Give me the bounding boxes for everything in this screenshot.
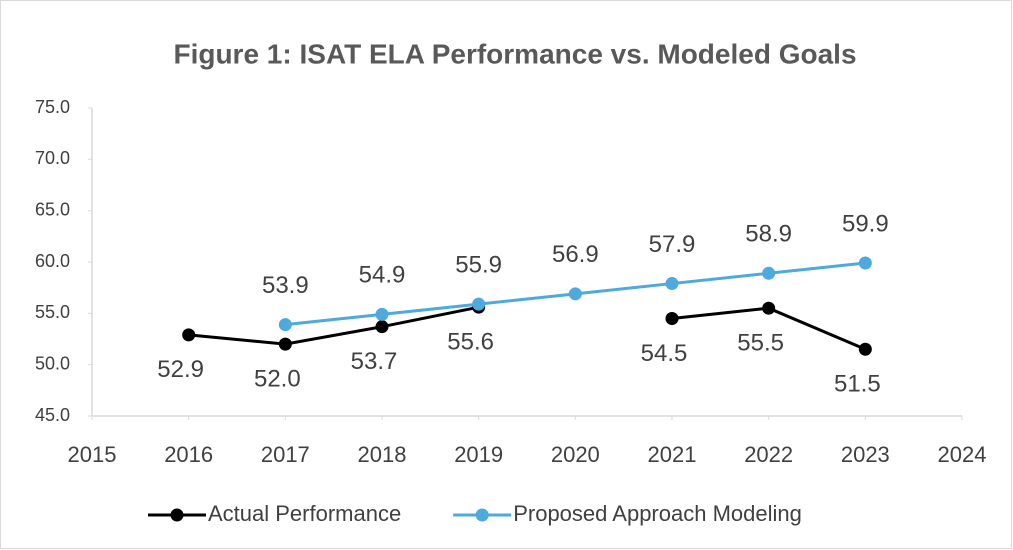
data-label: 54.9 — [359, 262, 406, 289]
data-point — [375, 320, 389, 334]
y-tick-label: 70.0 — [35, 148, 70, 168]
x-tick-label: 2020 — [551, 442, 600, 467]
data-point — [762, 301, 776, 315]
y-tick-label: 45.0 — [35, 405, 70, 425]
x-tick-label: 2015 — [68, 442, 117, 467]
data-label: 55.9 — [455, 251, 502, 278]
data-label: 53.7 — [351, 348, 398, 375]
data-point — [568, 287, 582, 301]
data-label: 54.5 — [641, 340, 688, 367]
x-tick-label: 2016 — [164, 442, 213, 467]
x-tick-label: 2022 — [744, 442, 793, 467]
x-tick-label: 2024 — [938, 442, 987, 467]
data-point — [182, 328, 196, 342]
y-tick-label: 60.0 — [35, 251, 70, 271]
data-point — [762, 266, 776, 280]
data-point — [375, 307, 389, 321]
data-label: 55.6 — [447, 329, 494, 356]
data-point — [278, 337, 292, 351]
legend-marker — [170, 508, 184, 522]
x-tick-label: 2018 — [358, 442, 407, 467]
y-tick-label: 55.0 — [35, 302, 70, 322]
legend-label: Proposed Approach Modeling — [513, 501, 802, 526]
data-label: 52.0 — [254, 365, 301, 392]
data-label: 56.9 — [552, 241, 599, 268]
data-label: 52.9 — [157, 356, 204, 383]
data-label: 51.5 — [834, 371, 881, 398]
legend-label: Actual Performance — [208, 501, 401, 526]
x-tick-label: 2023 — [841, 442, 890, 467]
data-point — [858, 256, 872, 270]
legend-marker — [475, 508, 489, 522]
data-label: 59.9 — [842, 210, 889, 237]
x-tick-label: 2017 — [261, 442, 310, 467]
data-point — [858, 342, 872, 356]
y-tick-label: 75.0 — [35, 97, 70, 117]
x-tick-label: 2021 — [648, 442, 697, 467]
data-label: 58.9 — [745, 221, 792, 248]
y-tick-label: 65.0 — [35, 199, 70, 219]
data-label: 55.5 — [737, 330, 784, 357]
data-label: 53.9 — [262, 272, 309, 299]
data-point — [665, 311, 679, 325]
data-point — [472, 297, 486, 311]
x-tick-label: 2019 — [454, 442, 503, 467]
data-point — [278, 318, 292, 332]
chart-title: Figure 1: ISAT ELA Performance vs. Model… — [173, 38, 856, 69]
data-label: 57.9 — [649, 231, 696, 258]
data-point — [665, 277, 679, 291]
y-tick-label: 50.0 — [35, 353, 70, 373]
